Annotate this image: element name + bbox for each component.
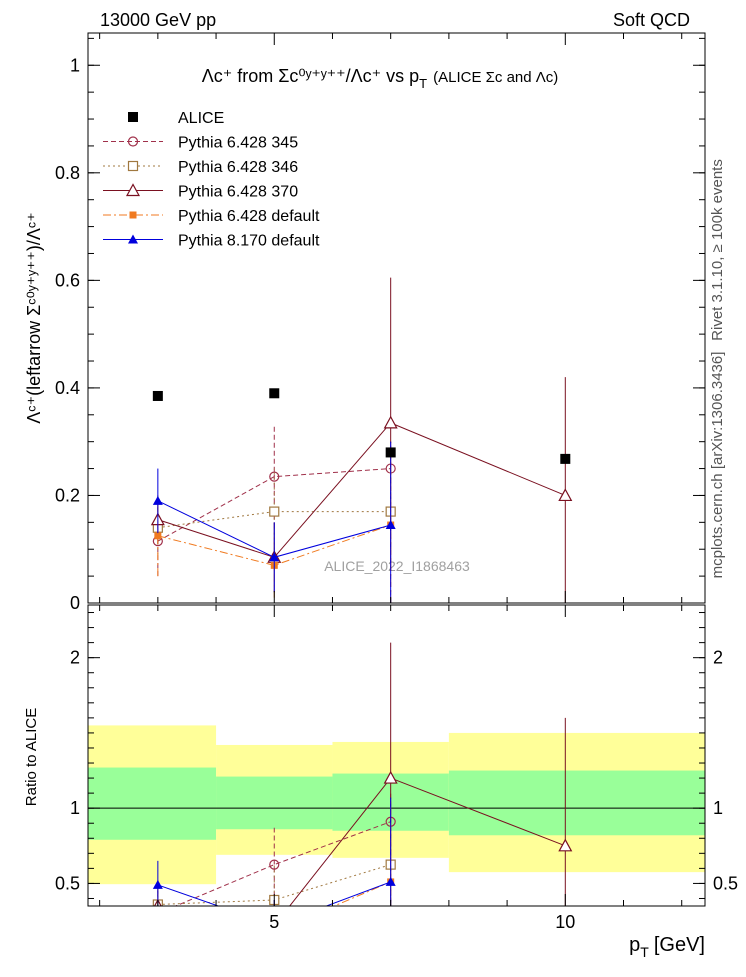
main-point-4-1 [269,552,280,562]
alice-data-layer [152,388,571,464]
legend-label-5: Pythia 8.170 default [178,233,320,250]
main-frame [87,32,706,604]
main-point-4-2 [385,520,396,530]
main-ytick-label-3: 0.6 [55,270,80,290]
legend-label-2: Pythia 6.428 346 [178,159,298,176]
analysis-watermark: ALICE_2022_I1868463 [324,558,470,574]
legend-entry-0: ALICE [128,110,224,127]
svg-text:Λc⁺ from Σc⁰ʸ⁺ʸ⁺⁺/Λc⁺ vs pT(AL: Λc⁺ from Σc⁰ʸ⁺ʸ⁺⁺/Λc⁺ vs pT (ALICE Σc and… [202,66,559,91]
legend: ALICE Pythia 6.428 345 Pythia 6.428 346 Pyt… [103,110,320,250]
title-sub: T [419,76,427,91]
ratio-point-0-0 [153,909,162,918]
main-ytick-label-2: 0.4 [55,378,80,398]
legend-marker-5 [128,234,138,244]
alice-point-2 [385,447,396,458]
ratio-point-4-2 [385,876,396,886]
legend-label-3: Pythia 6.428 370 [178,184,298,201]
main-ytick-label-1: 0.2 [55,485,80,505]
alice-point-1 [269,388,280,399]
main-title: Λc⁺ from Σc⁰ʸ⁺ʸ⁺⁺/Λc⁺ vs pT (ALICE Σc and… [202,66,559,91]
main-point-2-3 [558,488,573,502]
legend-label-0: ALICE [178,110,224,127]
process-label: Soft QCD [613,10,690,30]
main-point-1-1 [269,506,280,517]
ratio-bands [88,725,705,885]
y-axis-label: Λᶜ⁺(leftarrow Σᶜ⁰ʸ⁺ʸ⁺⁺)/Λᶜ⁺ [24,212,44,424]
panel-frames [87,32,706,907]
main-point-3-0 [154,532,162,540]
band-inner-1 [216,776,333,830]
xlabel-unit: [GeV] [654,934,705,956]
svg-text:pT[GeV]: pT [GeV] [629,934,705,960]
main-series-2 [150,277,573,603]
ratio-y-axis-label: Ratio to ALICE [23,708,40,806]
legend-entry-2: Pythia 6.428 346 [103,159,298,176]
ratio-ytick-label-2: 2 [70,648,80,668]
main-line-2 [157,422,566,558]
ratio-series-4 [152,797,396,906]
legend-entry-4: Pythia 6.428 default [103,208,320,225]
ratio-point-2-2 [383,770,398,784]
main-ytick-label-4: 0.8 [55,163,80,183]
legend-marker-2 [127,160,139,172]
rivet-label: Rivet 3.1.10, ≥ 100k events [709,159,726,341]
ratio-ytick-label-1: 1 [70,798,80,818]
title-main: Λc⁺ from Σc⁰ʸ⁺ʸ⁺⁺/Λc⁺ vs p [202,66,419,86]
ratio-ytick-label-0: 0.5 [55,873,80,893]
axis-ticks: 0 0.2 0.4 0.6 0.8 1 0.5 0.5 1 1 2 2 5 10 [55,33,738,932]
main-line-1 [157,511,391,529]
ratio-xtick-label-0: 5 [269,912,279,932]
legend-marker-0 [128,112,138,122]
main-series-4 [152,441,396,603]
legend-marker-3 [125,183,141,197]
band-inner-3 [448,770,705,836]
ratio-xtick-label-1: 10 [555,912,575,932]
legend-entry-3: Pythia 6.428 370 [103,183,298,201]
alice-point-3 [560,453,571,464]
main-series-layer [150,277,573,603]
ratio-frame [87,604,706,907]
alice-point-0 [152,390,163,401]
ratio-ytick-label-r-0: 0.5 [713,873,738,893]
xlabel-sub: T [640,944,649,960]
energy-label: 13000 GeV pp [100,10,216,30]
band-inner-0 [88,767,217,840]
ratio-point-4-0 [152,879,163,889]
legend-marker-1 [127,136,139,147]
ratio-point-3-0 [154,907,161,914]
xlabel-main: p [629,934,640,956]
ratio-point-2-3 [558,838,573,852]
title-extra: (ALICE Σc and Λc) [433,69,558,86]
ratio-ytick-label-r-1: 1 [713,798,723,818]
main-point-0-1 [269,471,280,482]
ratio-point-0-1 [269,859,280,870]
legend-entry-5: Pythia 8.170 default [103,233,320,250]
main-ytick-label-0: 0 [70,593,80,613]
main-point-4-0 [152,495,163,505]
main-ytick-label-5: 1 [70,55,80,75]
ratio-line-0 [174,821,391,906]
legend-label-4: Pythia 6.428 default [178,208,320,225]
mcplots-label: mcplots.cern.ch [arXiv:1306.3436] [709,352,726,579]
legend-label-1: Pythia 6.428 345 [178,135,298,152]
ratio-ytick-label-r-2: 2 [713,648,723,668]
legend-marker-4 [129,211,137,219]
legend-entry-1: Pythia 6.428 345 [103,135,298,152]
ratio-line-4 [157,881,391,906]
ratio-line-2 [157,777,566,906]
x-axis-label: pT [GeV] [629,934,705,960]
main-point-2-2 [383,415,398,429]
